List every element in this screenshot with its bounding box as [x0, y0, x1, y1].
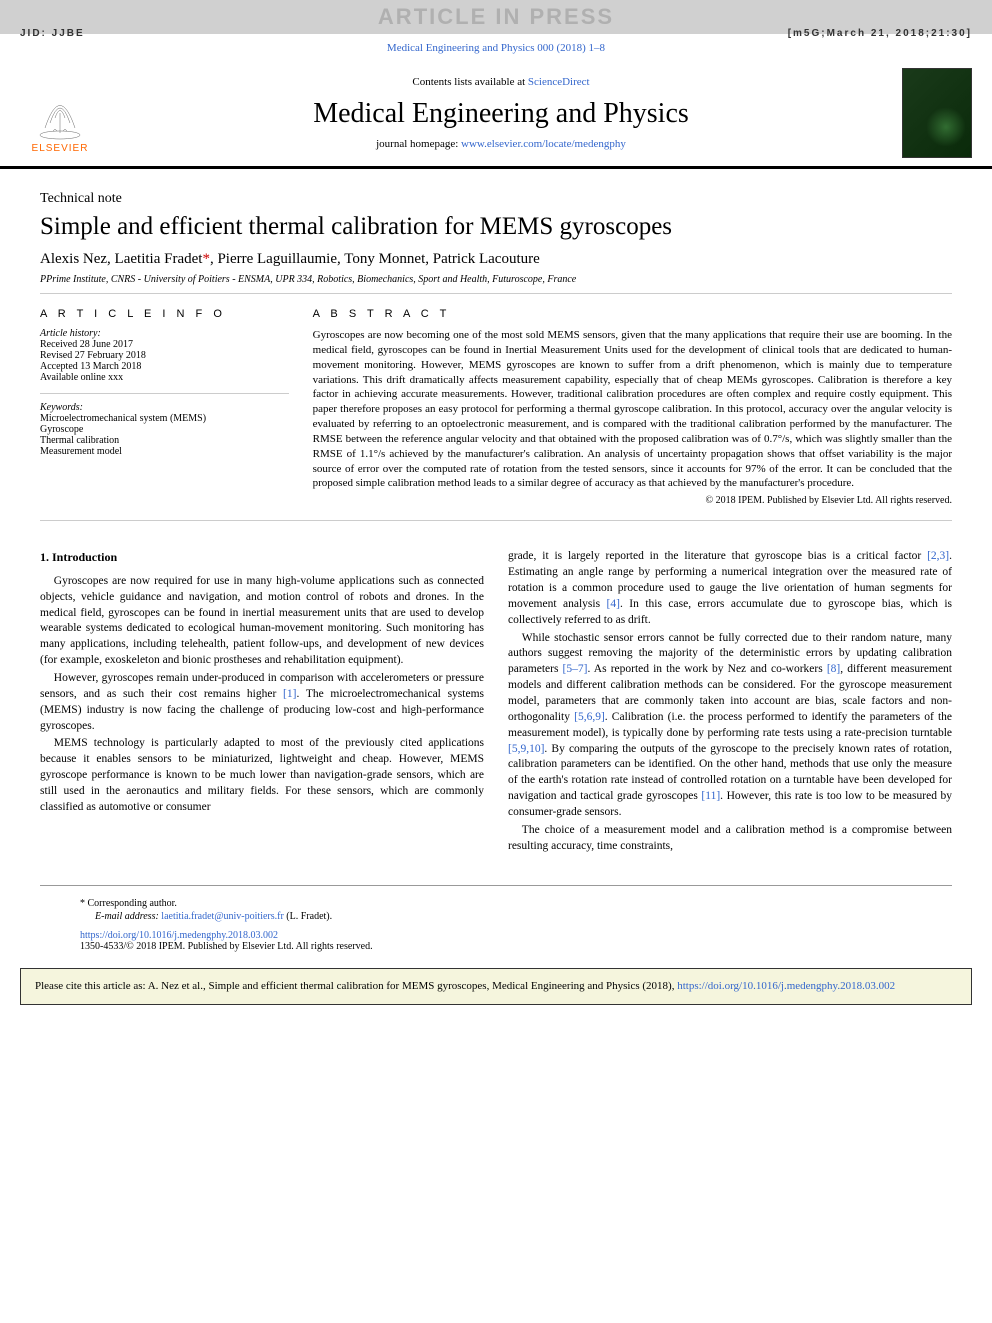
citation-doi-link[interactable]: https://doi.org/10.1016/j.medengphy.2018… — [677, 980, 895, 992]
keyword: Gyroscope — [40, 424, 289, 435]
citation-link[interactable]: [8] — [827, 663, 840, 675]
journal-header-box: ELSEVIER Contents lists available at Sci… — [0, 58, 992, 169]
homepage-line: journal homepage: www.elsevier.com/locat… — [100, 138, 902, 150]
jid-label: JID: JJBE — [20, 28, 85, 39]
accepted-date: Accepted 13 March 2018 — [40, 361, 289, 372]
email-link[interactable]: laetitia.fradet@univ-poitiers.fr — [161, 911, 284, 922]
citation-link[interactable]: [5,9,10] — [508, 743, 544, 755]
info-abstract-row: A R T I C L E I N F O Article history: R… — [40, 294, 952, 521]
banner-text: ARTICLE IN PRESS — [378, 4, 614, 29]
paragraph: However, gyroscopes remain under-produce… — [40, 671, 484, 734]
affiliation: PPrime Institute, CNRS - University of P… — [40, 274, 952, 294]
article-in-press-banner: ARTICLE IN PRESS JID: JJBE [m5G;March 21… — [0, 0, 992, 34]
elsevier-tree-icon — [25, 73, 95, 143]
elsevier-logo: ELSEVIER — [20, 68, 100, 158]
citation-link[interactable]: [11] — [701, 790, 720, 802]
right-column: grade, it is largely reported in the lit… — [508, 549, 952, 856]
paragraph: The choice of a measurement model and a … — [508, 823, 952, 855]
paragraph: Gyroscopes are now required for use in m… — [40, 574, 484, 669]
received-date: Received 28 June 2017 — [40, 339, 289, 350]
issn-line: 1350-4533/© 2018 IPEM. Published by Else… — [80, 941, 912, 952]
elsevier-text: ELSEVIER — [32, 143, 89, 154]
abstract-text: Gyroscopes are now becoming one of the m… — [313, 328, 952, 491]
contents-line: Contents lists available at ScienceDirec… — [100, 76, 902, 94]
history-label: Article history: — [40, 328, 289, 339]
section-heading: 1. Introduction — [40, 549, 484, 574]
citation-link[interactable]: [2,3] — [927, 550, 949, 562]
paragraph: While stochastic sensor errors cannot be… — [508, 631, 952, 821]
citation-link[interactable]: [4] — [607, 598, 620, 610]
keyword: Measurement model — [40, 446, 289, 457]
left-column: 1. Introduction Gyroscopes are now requi… — [40, 549, 484, 856]
article-type: Technical note — [40, 185, 952, 209]
paragraph: grade, it is largely reported in the lit… — [508, 549, 952, 628]
revised-date: Revised 27 February 2018 — [40, 350, 289, 361]
abstract-heading: A B S T R A C T — [313, 308, 952, 328]
homepage-link[interactable]: www.elsevier.com/locate/medengphy — [461, 138, 626, 150]
article-info-heading: A R T I C L E I N F O — [40, 308, 289, 328]
keywords-label: Keywords: — [40, 402, 289, 413]
body-columns: 1. Introduction Gyroscopes are now requi… — [40, 521, 952, 856]
keyword: Thermal calibration — [40, 435, 289, 446]
sciencedirect-link[interactable]: ScienceDirect — [528, 76, 590, 88]
abstract-copyright: © 2018 IPEM. Published by Elsevier Ltd. … — [313, 491, 952, 506]
doi-link[interactable]: https://doi.org/10.1016/j.medengphy.2018… — [80, 930, 912, 941]
citation-link[interactable]: [5,6,9] — [574, 711, 605, 723]
email-line: E-mail address: laetitia.fradet@univ-poi… — [80, 911, 912, 930]
online-date: Available online xxx — [40, 372, 289, 383]
keyword: Microelectromechanical system (MEMS) — [40, 413, 289, 424]
paper-title: Simple and efficient thermal calibration… — [40, 209, 952, 251]
history-block: Article history: Received 28 June 2017 R… — [40, 328, 289, 394]
footer-block: * Corresponding author. E-mail address: … — [40, 885, 952, 958]
citation-link[interactable]: [5–7] — [563, 663, 588, 675]
journal-name: Medical Engineering and Physics — [100, 94, 902, 138]
journal-center: Contents lists available at ScienceDirec… — [100, 76, 902, 150]
article-info-column: A R T I C L E I N F O Article history: R… — [40, 308, 289, 506]
citation-box: Please cite this article as: A. Nez et a… — [20, 968, 972, 1005]
journal-cover-thumbnail — [902, 68, 972, 158]
paragraph: MEMS technology is particularly adapted … — [40, 736, 484, 815]
author-names: Alexis Nez, Laetitia Fradet*, Pierre Lag… — [40, 251, 540, 267]
corresponding-author-note: * Corresponding author. — [80, 898, 912, 911]
main-content: Technical note Simple and efficient ther… — [0, 169, 992, 877]
citation-link[interactable]: [1] — [283, 688, 296, 700]
ms-info: [m5G;March 21, 2018;21:30] — [788, 28, 972, 39]
abstract-column: A B S T R A C T Gyroscopes are now becom… — [313, 308, 952, 506]
authors-line: Alexis Nez, Laetitia Fradet*, Pierre Lag… — [40, 251, 952, 274]
